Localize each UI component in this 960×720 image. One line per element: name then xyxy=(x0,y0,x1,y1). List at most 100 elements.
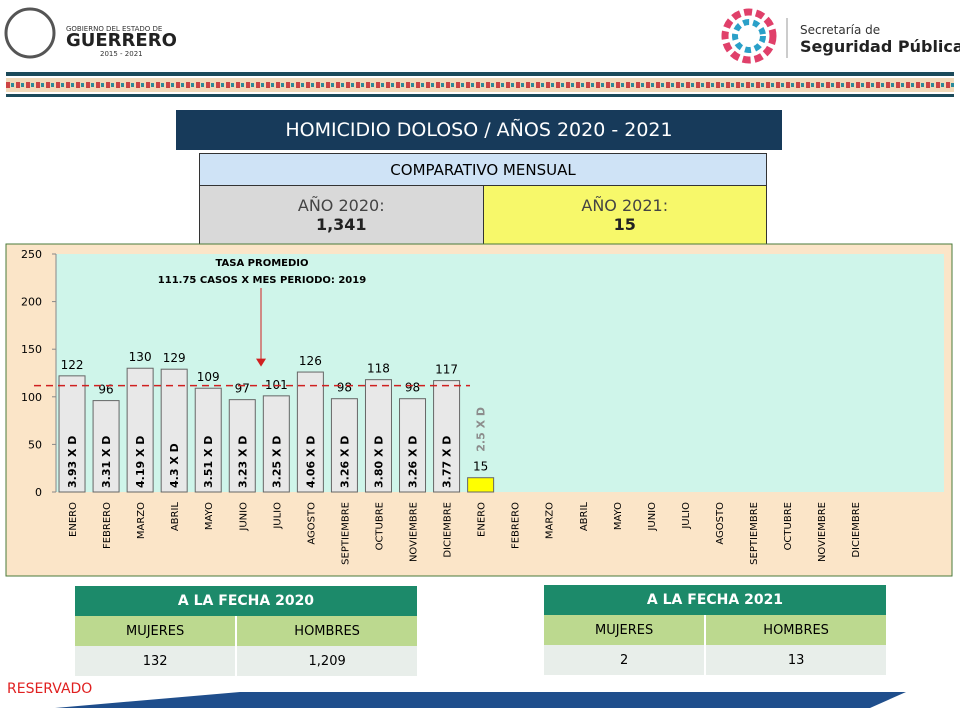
x-tick-label: AGOSTO xyxy=(306,502,317,545)
gov-line: GOBIERNO DEL ESTADO DE xyxy=(66,25,162,33)
band-bottom xyxy=(6,94,954,97)
x-tick-label: FEBRERO xyxy=(102,502,113,549)
ssp-logo-inner xyxy=(732,19,766,53)
value-label: 117 xyxy=(435,363,458,377)
value-label: 98 xyxy=(337,381,352,395)
rate-label: 4.19 X D xyxy=(134,436,147,488)
bar xyxy=(126,367,154,493)
bar xyxy=(467,477,495,493)
bar xyxy=(58,375,86,493)
rate-label: 3.25 X D xyxy=(270,436,283,488)
rate-label: 3.93 X D xyxy=(66,436,79,488)
col-header: HOMBRES xyxy=(236,616,417,646)
x-tick-label: MAYO xyxy=(613,502,624,530)
rate-label: 4.3 X D xyxy=(168,443,181,488)
x-tick-label: MARZO xyxy=(545,502,556,539)
value-label: 126 xyxy=(299,354,322,368)
summary-2020: AÑO 2020: 1,341 xyxy=(200,186,484,244)
x-tick-label: JULIO xyxy=(681,502,692,530)
x-tick-label: OCTUBRE xyxy=(783,502,794,550)
rate-label: 3.26 X D xyxy=(338,436,351,488)
rate-label: 3.26 X D xyxy=(407,436,420,488)
x-tick-label: OCTUBRE xyxy=(374,502,385,550)
value-label: 98 xyxy=(405,381,420,395)
bar xyxy=(330,398,358,493)
bar xyxy=(160,368,188,493)
ssp-logo xyxy=(721,8,777,64)
cell: 132 xyxy=(75,646,238,676)
cell: 13 xyxy=(705,645,886,675)
x-tick-label: DICIEMBRE xyxy=(851,502,862,558)
total: 1,341 xyxy=(315,215,367,234)
annotation: 111.75 CASOS X MES PERIODO: 2019 xyxy=(158,275,366,286)
value-label: 101 xyxy=(265,378,288,392)
x-tick-label: AGOSTO xyxy=(715,502,726,545)
bar xyxy=(364,379,392,493)
x-tick-label: NOVIEMBRE xyxy=(409,502,420,562)
x-tick-label: NOVIEMBRE xyxy=(817,502,828,562)
summary-2021: AÑO 2021: 15 xyxy=(483,186,766,244)
header: GOBIERNO DEL ESTADO DE GUERRERO 2015 - 2… xyxy=(4,7,960,97)
y-tick-label: 50 xyxy=(28,438,42,451)
label: AÑO 2020: xyxy=(297,196,385,215)
footer-shape xyxy=(55,692,906,708)
x-tick-label: ABRIL xyxy=(579,502,590,532)
total: 15 xyxy=(613,215,636,234)
bar xyxy=(262,395,290,493)
ornament-band xyxy=(6,78,954,92)
ssp-line: Secretaría de xyxy=(800,23,880,37)
bar xyxy=(92,400,120,493)
rate-label: 2.5 X D xyxy=(475,407,488,452)
value-label: 109 xyxy=(197,370,220,384)
rate-label: 3.23 X D xyxy=(236,436,249,488)
value-label: 129 xyxy=(163,351,186,365)
col-header: MUJERES xyxy=(75,616,238,646)
y-tick-label: 100 xyxy=(21,391,42,404)
x-tick-label: JUNIO xyxy=(647,502,658,532)
band-top xyxy=(6,72,954,76)
bar xyxy=(433,380,461,493)
y-tick-label: 150 xyxy=(21,343,42,356)
label: AÑO 2021: xyxy=(581,196,669,215)
rate-label: 3.80 X D xyxy=(372,436,385,488)
x-tick-label: JUNIO xyxy=(238,502,249,532)
cell: 2 xyxy=(544,645,707,675)
gov-years: 2015 - 2021 xyxy=(100,50,143,58)
value-label: 15 xyxy=(473,460,488,474)
table-2020: A LA FECHA 2020 MUJERES HOMBRES 132 1,209 xyxy=(75,586,417,676)
y-tick-label: 200 xyxy=(21,296,42,309)
x-tick-label: MARZO xyxy=(136,502,147,539)
state-seal xyxy=(4,7,56,59)
chart: 0 50 100 150 200 250 ENERO FEBRERO MARZO ABRIL MAY… xyxy=(5,243,953,577)
plot-area xyxy=(56,254,944,492)
table-title: A LA FECHA 2021 xyxy=(544,585,886,615)
value-label: 97 xyxy=(235,382,250,396)
table-title: A LA FECHA 2020 xyxy=(75,586,417,616)
arrow-head xyxy=(256,358,266,367)
summary: COMPARATIVO MENSUAL AÑO 2020: 1,341 AÑO … xyxy=(199,153,767,245)
bar xyxy=(399,398,427,493)
x-tick-label: FEBRERO xyxy=(511,502,522,549)
annotation: TASA PROMEDIO xyxy=(215,258,308,269)
value-label: 118 xyxy=(367,362,390,376)
bar xyxy=(228,399,256,493)
title: HOMICIDIO DOLOSO / AÑOS 2020 - 2021 xyxy=(176,110,782,150)
y-tick-label: 0 xyxy=(35,486,42,499)
value-label: 96 xyxy=(98,383,113,397)
x-tick-label: ABRIL xyxy=(170,502,181,532)
x-tick-label: MAYO xyxy=(204,502,215,530)
summary-heading: COMPARATIVO MENSUAL xyxy=(200,154,766,186)
x-tick-label: DICIEMBRE xyxy=(443,502,454,558)
x-tick-label: SEPTIEMBRE xyxy=(340,502,351,565)
rate-label: 3.31 X D xyxy=(100,436,113,488)
value-label: 130 xyxy=(129,350,152,364)
bar xyxy=(296,371,324,493)
footer-label: RESERVADO xyxy=(7,681,93,697)
x-tick-label: SEPTIEMBRE xyxy=(749,502,760,565)
col-header: HOMBRES xyxy=(705,615,886,645)
x-tick-label: ENERO xyxy=(477,502,488,537)
cell: 1,209 xyxy=(236,646,417,676)
rate-label: 3.51 X D xyxy=(202,436,215,488)
ssp-name: Seguridad Pública xyxy=(800,37,960,56)
